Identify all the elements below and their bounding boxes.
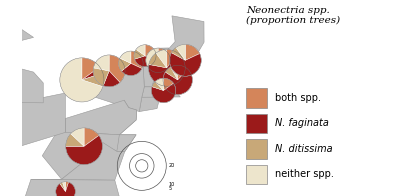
Bar — [246, 88, 267, 108]
Wedge shape — [151, 83, 176, 103]
Wedge shape — [156, 49, 167, 68]
Polygon shape — [117, 135, 136, 152]
Polygon shape — [119, 100, 137, 135]
Polygon shape — [152, 48, 169, 87]
Polygon shape — [18, 93, 65, 147]
Bar — [246, 139, 267, 159]
Wedge shape — [103, 71, 120, 87]
Polygon shape — [42, 119, 96, 179]
Wedge shape — [134, 56, 154, 67]
Wedge shape — [152, 82, 164, 91]
Wedge shape — [93, 68, 109, 86]
Wedge shape — [119, 58, 131, 71]
Wedge shape — [167, 49, 178, 68]
Wedge shape — [158, 48, 170, 72]
Text: 20: 20 — [168, 163, 174, 168]
Bar — [246, 165, 267, 184]
Text: N. ditissima: N. ditissima — [275, 144, 333, 154]
Wedge shape — [165, 67, 178, 80]
Text: both spp.: both spp. — [275, 93, 321, 103]
Wedge shape — [136, 45, 145, 56]
Wedge shape — [163, 69, 192, 95]
Text: Neonectria spp.
(proportion trees): Neonectria spp. (proportion trees) — [246, 6, 340, 25]
Wedge shape — [146, 48, 158, 67]
Polygon shape — [142, 48, 169, 87]
Wedge shape — [82, 67, 103, 80]
Text: neither spp.: neither spp. — [275, 169, 334, 180]
Wedge shape — [171, 47, 185, 60]
Wedge shape — [134, 49, 145, 59]
Wedge shape — [164, 78, 174, 91]
Wedge shape — [148, 53, 185, 86]
Wedge shape — [66, 134, 84, 146]
Wedge shape — [94, 55, 109, 71]
Polygon shape — [18, 68, 43, 103]
Wedge shape — [82, 58, 100, 80]
Polygon shape — [139, 97, 160, 112]
Wedge shape — [60, 58, 103, 102]
Wedge shape — [171, 65, 178, 80]
Wedge shape — [109, 55, 125, 83]
Wedge shape — [66, 182, 68, 191]
Wedge shape — [131, 51, 143, 69]
Wedge shape — [170, 53, 201, 76]
Wedge shape — [145, 45, 156, 62]
Polygon shape — [74, 53, 144, 112]
Polygon shape — [31, 138, 125, 180]
Wedge shape — [66, 135, 102, 165]
Wedge shape — [71, 128, 84, 146]
Bar — [246, 114, 267, 133]
Wedge shape — [82, 73, 104, 87]
Wedge shape — [62, 182, 66, 191]
Polygon shape — [0, 28, 34, 42]
Wedge shape — [122, 63, 142, 76]
Text: N. faginata: N. faginata — [275, 118, 329, 129]
Wedge shape — [149, 53, 167, 68]
Polygon shape — [160, 87, 168, 98]
Wedge shape — [120, 51, 131, 63]
Wedge shape — [84, 128, 99, 146]
Wedge shape — [56, 182, 75, 196]
Wedge shape — [155, 78, 164, 91]
Polygon shape — [168, 16, 204, 82]
Text: 5: 5 — [168, 186, 171, 191]
Text: 10: 10 — [168, 182, 174, 187]
Polygon shape — [24, 179, 120, 196]
Wedge shape — [156, 60, 162, 73]
Polygon shape — [142, 85, 180, 97]
Polygon shape — [76, 132, 136, 152]
Wedge shape — [176, 44, 185, 60]
Polygon shape — [65, 100, 137, 135]
Wedge shape — [60, 182, 66, 191]
Wedge shape — [148, 60, 158, 72]
Wedge shape — [178, 65, 188, 80]
Wedge shape — [185, 44, 200, 60]
